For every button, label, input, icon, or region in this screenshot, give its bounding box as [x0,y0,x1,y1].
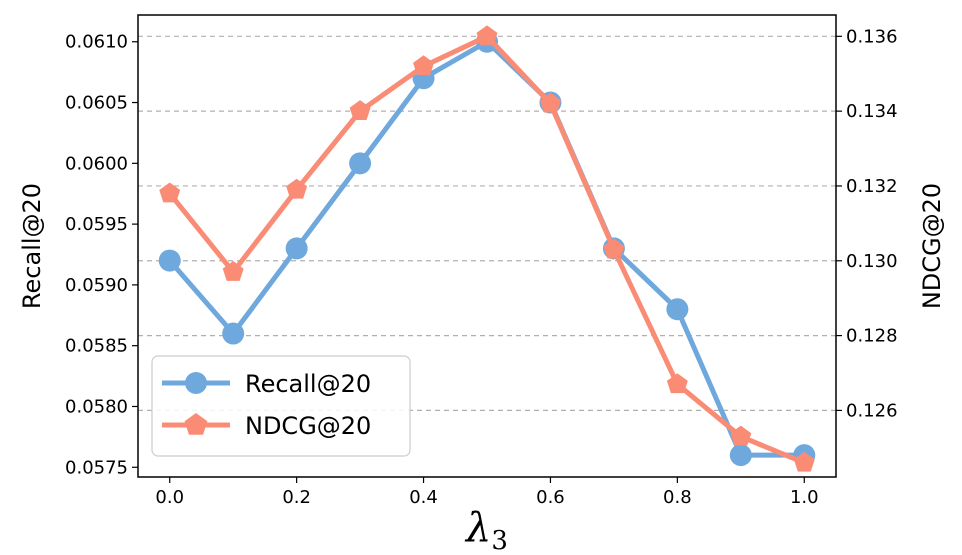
data-point [476,25,498,46]
x-tick-label: 0.2 [282,487,311,508]
right-tick-label: 0.134 [846,101,898,122]
right-tick-label: 0.130 [846,251,898,272]
data-point [666,298,689,321]
left-axis-title: Recall@20 [18,183,46,309]
grid-lines [138,35,836,412]
x-tick-label: 0.8 [663,487,692,508]
x-tick-label: 0.6 [536,487,565,508]
data-point [666,373,688,394]
x-tick-label: 0.4 [409,487,438,508]
right-axis: 0.126 0.128 0.130 0.132 0.134 0.136 [836,26,898,421]
legend-marker-ndcg [184,413,208,435]
right-tick-label: 0.128 [846,326,898,347]
x-axis-title-main: λ [464,505,491,551]
left-tick-label: 0.0590 [65,275,128,296]
right-tick-label: 0.136 [846,26,898,47]
left-tick-label: 0.0595 [65,214,128,235]
data-point [159,182,181,203]
right-tick-label: 0.132 [846,176,898,197]
data-point [729,444,752,467]
data-point [539,92,561,113]
data-point [286,178,308,199]
x-tick-label: 0.0 [155,487,184,508]
left-tick-label: 0.0575 [65,457,128,478]
left-tick-label: 0.0585 [65,336,128,357]
series-layer [158,25,816,472]
left-tick-label: 0.0580 [65,396,128,417]
series-NDCG@20 [159,25,815,472]
legend-label-recall: Recall@20 [245,370,371,398]
x-axis-title-sub: 3 [491,526,508,555]
legend-marker-recall [185,372,207,394]
data-point [222,261,244,281]
data-point [349,152,372,175]
data-point [349,100,371,121]
data-point [413,55,435,76]
data-point [730,425,752,446]
right-tick-label: 0.126 [846,400,898,421]
data-point [222,322,245,345]
left-tick-label: 0.0605 [65,93,128,114]
right-axis-title: NDCG@20 [918,183,946,309]
legend-label-ndcg: NDCG@20 [245,412,371,440]
data-point [603,238,625,259]
x-tick-label: 1.0 [790,487,819,508]
x-axis-title: λ3 [464,505,508,555]
left-tick-label: 0.0600 [65,153,128,174]
data-point [793,451,815,472]
legend: Recall@20 NDCG@20 [151,355,411,457]
data-point [285,237,308,260]
left-tick-label: 0.0610 [65,32,128,53]
data-point [158,249,181,272]
x-axis: 0.0 0.2 0.4 0.6 0.8 1.0 [155,477,819,508]
plot-frame [137,14,837,478]
left-axis: 0.0575 0.0580 0.0585 0.0590 0.0595 0.0600 0.06… [65,32,138,478]
